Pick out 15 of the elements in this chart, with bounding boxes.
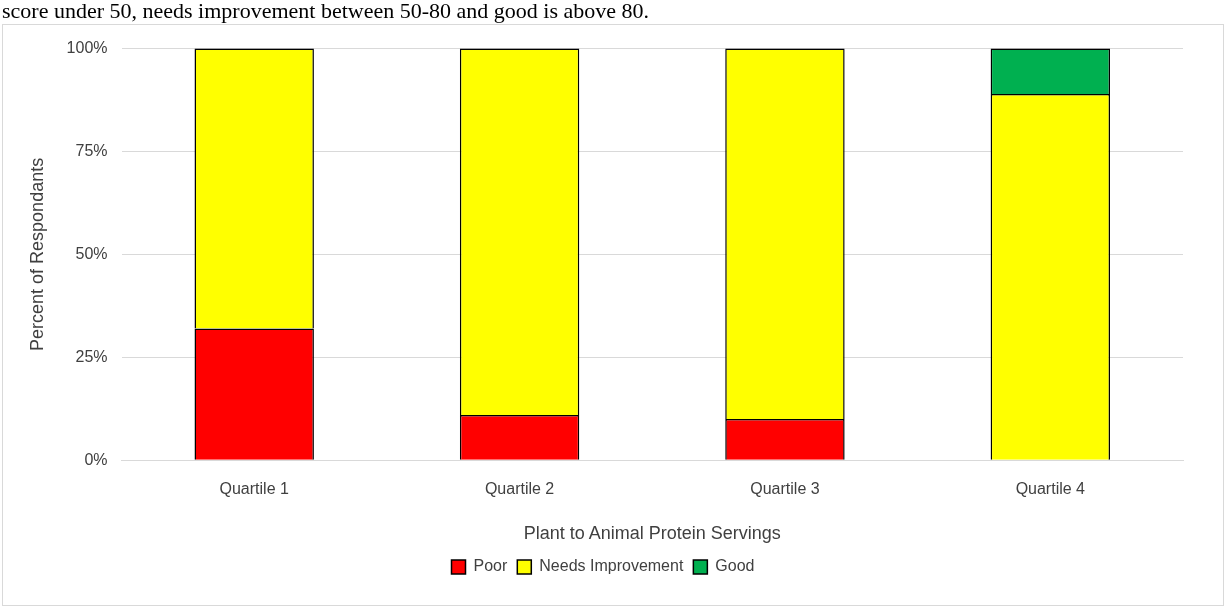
y-tick-label: 50% — [75, 244, 108, 262]
text: score under 50, needs improvement between 50-80 and good is above 80. — [1, 0, 650, 24]
y-tick-label: 0% — [84, 450, 108, 468]
y-tick-label: 25% — [75, 347, 108, 365]
x-tick-label: Quartile 4 — [1015, 480, 1086, 498]
legend-label: Needs Improvement — [539, 557, 684, 575]
x-axis-title: Plant to Animal Protein Servings — [523, 523, 781, 544]
y-tick-label: 75% — [75, 141, 108, 159]
x-tick-label: Quartile 3 — [750, 480, 820, 498]
legend-label: Good — [715, 557, 755, 575]
legend-label: Poor — [473, 557, 508, 575]
y-axis-title: Percent of Respondants — [26, 157, 47, 351]
x-tick-label: Quartile 1 — [219, 480, 289, 498]
y-tick-label: 100% — [66, 39, 108, 57]
x-tick-label: Quartile 2 — [484, 480, 555, 498]
